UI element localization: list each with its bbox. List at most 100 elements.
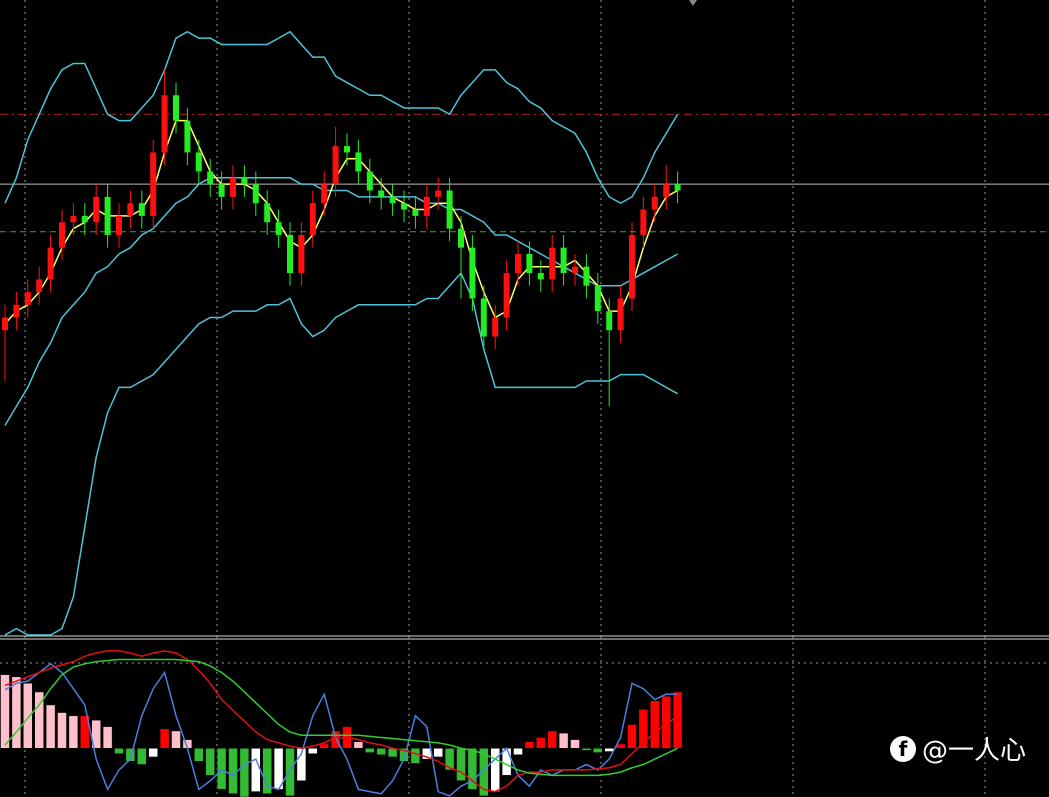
histogram-bar — [558, 732, 569, 749]
candle-body — [2, 317, 8, 331]
candle-body — [150, 152, 157, 216]
histogram-bar — [524, 741, 535, 749]
candle-body — [218, 184, 225, 197]
candle-body — [526, 254, 533, 274]
watermark: f @一人心 — [890, 730, 1026, 767]
histogram-bar — [137, 748, 147, 765]
candle-body — [480, 298, 487, 337]
candle-body — [617, 298, 624, 331]
histogram-bar — [114, 748, 124, 754]
candle-body — [298, 234, 305, 274]
candle-body — [184, 120, 191, 153]
candle-body — [583, 266, 590, 286]
histogram-bar — [80, 715, 90, 749]
candle-body — [572, 266, 578, 274]
histogram-bar — [239, 748, 250, 797]
candle-body — [640, 209, 647, 235]
indicator-line — [4, 658, 678, 777]
histogram-bar — [399, 748, 409, 762]
candle-body — [423, 196, 430, 216]
candle-body — [127, 203, 134, 216]
candle-body — [47, 247, 54, 280]
shift-marker — [689, 0, 697, 6]
histogram-bar — [365, 748, 375, 753]
histogram-bar — [125, 748, 136, 762]
candle-body — [264, 203, 271, 223]
candle-body — [401, 203, 407, 210]
candle-body — [594, 285, 601, 312]
candle-body — [195, 152, 202, 172]
candle-body — [651, 196, 658, 210]
histogram-bar — [479, 748, 489, 797]
histogram-bar — [228, 748, 238, 795]
candle-body — [287, 234, 293, 274]
histogram-bar — [627, 724, 637, 749]
histogram-bar — [262, 748, 272, 795]
histogram-bar — [171, 730, 181, 749]
candle-body — [309, 203, 316, 235]
histogram-bar — [57, 712, 67, 749]
histogram-bar — [194, 748, 204, 762]
histogram-bar — [410, 748, 421, 764]
histogram-bar — [23, 683, 33, 749]
candle-body — [161, 95, 168, 153]
indicator-line — [4, 271, 678, 636]
candle-body — [503, 273, 510, 318]
histogram-bar — [308, 748, 318, 754]
candle-body — [332, 146, 339, 185]
candle-body — [59, 222, 65, 248]
candle-body — [13, 304, 20, 318]
candle-body — [207, 171, 214, 185]
candle-body — [458, 228, 464, 248]
candle-body — [629, 234, 635, 299]
candle-body — [446, 190, 453, 229]
histogram-bar — [661, 696, 671, 749]
histogram-bar — [45, 704, 56, 749]
candle-body — [230, 177, 236, 197]
histogram-bar — [604, 748, 614, 752]
histogram-bar — [102, 726, 113, 749]
candle-body — [173, 95, 179, 121]
histogram-bar — [353, 741, 364, 749]
candle-body — [252, 184, 259, 204]
histogram-bar — [513, 748, 523, 756]
candle-body — [104, 196, 111, 235]
histogram-bar — [593, 748, 603, 753]
candle-body — [378, 190, 385, 197]
candle-body — [537, 273, 544, 280]
candle-body — [241, 177, 248, 185]
facebook-icon: f — [890, 735, 916, 762]
indicator-line — [4, 30, 679, 205]
histogram-bar — [34, 691, 44, 749]
histogram-bar — [650, 700, 660, 749]
histogram-bar — [581, 748, 592, 751]
histogram-bar — [672, 691, 683, 749]
candle-body — [81, 215, 88, 223]
histogram-bar — [319, 743, 329, 749]
histogram-bar — [0, 674, 10, 749]
histogram-bar — [376, 748, 386, 756]
candle-body — [549, 247, 556, 280]
histogram-bar — [501, 748, 512, 776]
candle-body — [412, 209, 419, 216]
candle-body — [606, 311, 613, 331]
histogram-bar — [251, 748, 261, 792]
histogram-bar — [444, 748, 455, 771]
histogram-bar — [148, 748, 158, 758]
candle-body — [36, 279, 43, 293]
histogram-bar — [536, 737, 546, 749]
histogram-bar — [490, 748, 500, 792]
histogram-bar — [159, 728, 170, 749]
candle-body — [492, 317, 499, 337]
candle-body — [515, 254, 521, 274]
candle-body — [344, 146, 350, 153]
histogram-bar — [205, 748, 215, 776]
candle-body — [355, 152, 362, 172]
candle-body — [435, 190, 442, 197]
histogram-bar — [11, 676, 22, 749]
candle-body — [93, 196, 100, 223]
candle-body — [24, 292, 31, 305]
candle-body — [116, 215, 122, 235]
